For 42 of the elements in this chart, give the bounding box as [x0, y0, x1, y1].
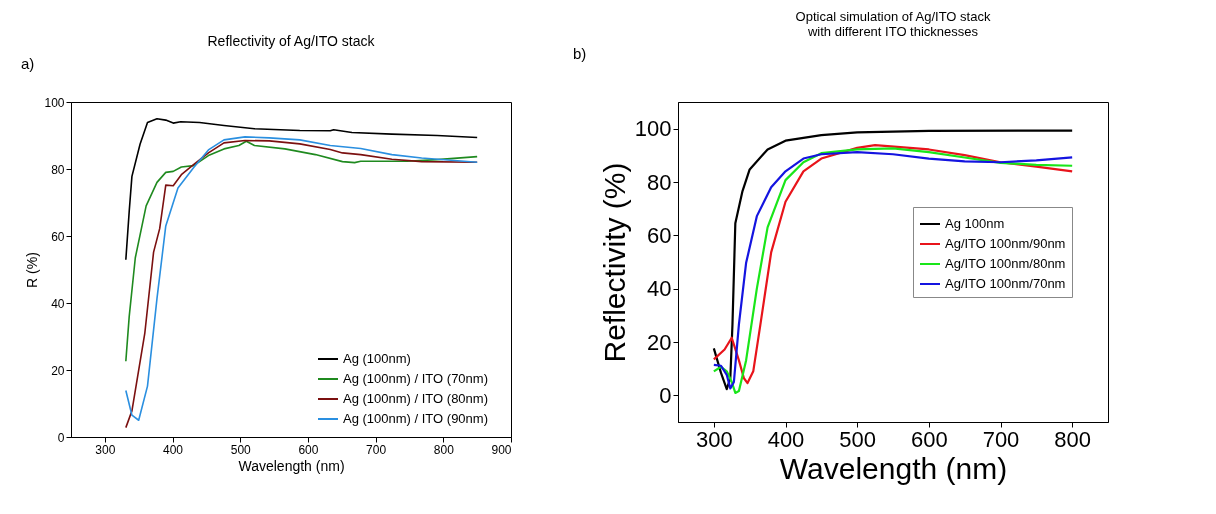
x-tick-label: 500 — [230, 442, 252, 457]
y-tick-label: 20 — [51, 363, 65, 378]
y-axis-title: Reflectivity (%) — [597, 162, 631, 363]
x-tick-label: 800 — [1054, 426, 1092, 452]
y-tick-label: 0 — [57, 430, 65, 445]
text: a) — [21, 55, 35, 72]
legend-label: Ag (100nm) — [343, 351, 411, 366]
x-tick-label: 300 — [695, 426, 733, 452]
x-tick-label: 500 — [839, 426, 877, 452]
chart-title: Optical simulation of Ag/ITO stack with different ITO thicknesses — [795, 9, 991, 39]
y-tick-label: 80 — [51, 162, 65, 177]
x-tick-label: 700 — [366, 442, 387, 457]
legend-label: Ag 100nm — [945, 216, 1005, 231]
y-tick-label: 100 — [44, 95, 65, 110]
y-tick-label: 20 — [647, 329, 672, 355]
legend-label: Ag (100nm) / ITO (70nm) — [343, 371, 488, 386]
legend-label: Ag/ITO 100nm/90nm — [945, 236, 1066, 251]
y-tick-label: 60 — [647, 222, 672, 248]
x-tick-label: 400 — [163, 442, 184, 457]
x-tick-label: 600 — [910, 426, 948, 452]
legend-label: Ag/ITO 100nm/80nm — [945, 256, 1066, 271]
x-tick-label: 700 — [982, 426, 1020, 452]
x-tick-label: 900 — [491, 442, 512, 457]
chart-title: Reflectivity of Ag/ITO stack — [207, 33, 376, 49]
y-tick-label: 0 — [659, 382, 672, 408]
legend-label: Ag (100nm) / ITO (80nm) — [343, 391, 488, 406]
y-tick-label: 40 — [51, 296, 65, 311]
y-tick-label: 40 — [647, 276, 672, 302]
x-tick-label: 400 — [767, 426, 805, 452]
legend-label: Ag (100nm) / ITO (90nm) — [343, 411, 488, 426]
line-series — [125, 117, 478, 261]
y-tick-label: 100 — [634, 116, 672, 142]
x-axis-title: Wavelength (nm) — [238, 457, 345, 474]
x-tick-label: 600 — [298, 442, 319, 457]
x-axis-title: Wavelength (nm) — [779, 451, 1008, 485]
x-tick-label: 300 — [95, 442, 116, 457]
y-tick-label: 60 — [51, 229, 65, 244]
x-tick-label: 800 — [433, 442, 455, 457]
y-tick-label: 80 — [647, 169, 672, 195]
text: b) — [573, 45, 587, 62]
legend-label: Ag/ITO 100nm/70nm — [945, 276, 1066, 291]
y-axis-title: R (%) — [24, 252, 41, 288]
